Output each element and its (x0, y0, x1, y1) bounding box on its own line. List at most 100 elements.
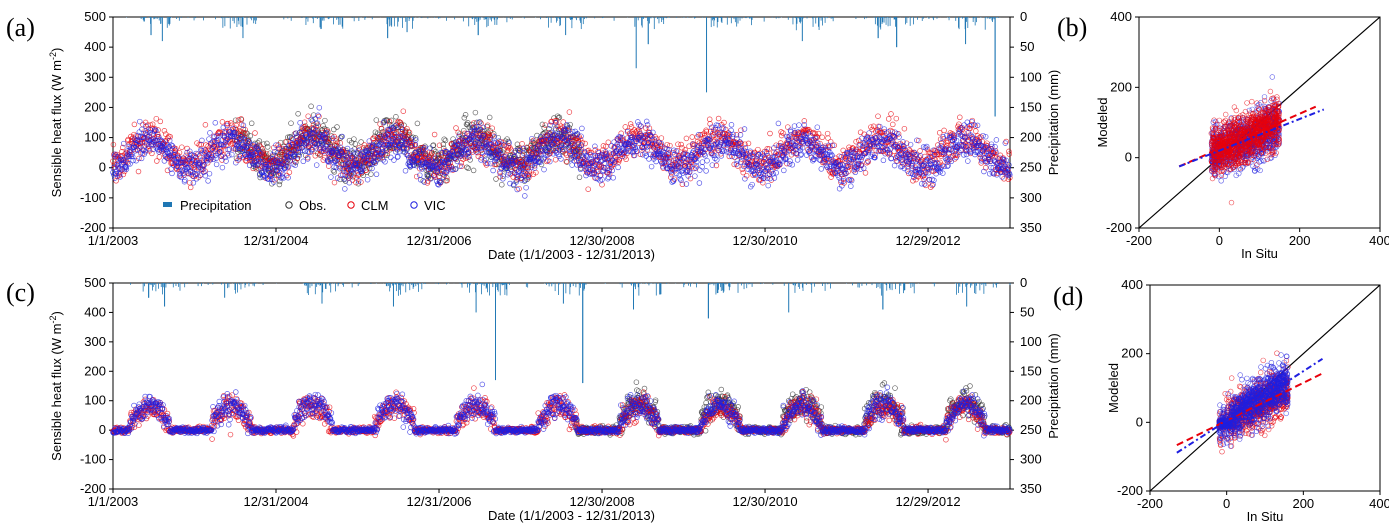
data-point (363, 167, 369, 173)
x-axis-label: Date (1/1/2003 - 12/31/2013) (488, 247, 655, 262)
data-point (508, 147, 515, 153)
data-point (252, 130, 258, 136)
data-point (699, 164, 705, 170)
data-point (603, 143, 609, 150)
data-point (610, 175, 616, 181)
x-tick-label: 12/30/2008 (569, 233, 634, 248)
data-point (901, 125, 908, 132)
data-point (411, 142, 418, 149)
data-point (154, 158, 160, 164)
data-point (848, 183, 854, 189)
y2-tick-label: 300 (1020, 190, 1042, 205)
data-point (499, 181, 505, 188)
data-point (243, 129, 249, 136)
data-point (305, 113, 311, 119)
data-point (352, 141, 359, 147)
data-point (429, 149, 435, 156)
data-point (219, 164, 226, 171)
data-point (472, 109, 479, 116)
data-point (243, 158, 250, 164)
data-point (402, 168, 409, 174)
y2-tick-label: 350 (1020, 220, 1042, 235)
data-point (248, 120, 255, 127)
data-point (328, 174, 334, 180)
data-point (697, 167, 703, 173)
data-point (368, 171, 374, 177)
data-point (364, 176, 371, 183)
data-point (436, 142, 443, 149)
data-point (232, 117, 239, 123)
y-tick-label: 0 (99, 160, 106, 175)
data-point (120, 144, 126, 151)
data-point (785, 124, 791, 130)
data-point (409, 142, 415, 148)
data-point (398, 121, 404, 128)
data-point (643, 125, 649, 131)
data-point (885, 116, 892, 122)
data-point (212, 120, 219, 126)
data-point (704, 157, 710, 164)
data-point (489, 125, 495, 131)
data-point (519, 141, 525, 147)
data-point (271, 176, 278, 183)
data-point (917, 148, 923, 154)
data-point (557, 123, 564, 129)
data-point (358, 139, 364, 145)
data-point (957, 114, 963, 121)
data-point (323, 136, 330, 142)
y-tick-label: 100 (84, 130, 106, 145)
data-point (818, 166, 825, 172)
data-point (560, 119, 566, 125)
data-point (173, 146, 179, 152)
data-point (238, 116, 244, 122)
data-point (206, 170, 213, 177)
data-point (295, 111, 301, 117)
series-vic-a (110, 104, 1013, 199)
data-point (781, 167, 787, 174)
data-point (453, 125, 459, 131)
data-point (601, 164, 607, 171)
data-point (623, 156, 629, 163)
data-point (627, 121, 634, 127)
data-point (569, 162, 575, 168)
data-point (703, 168, 709, 174)
data-point (524, 145, 531, 151)
data-point (498, 142, 505, 149)
data-point (256, 138, 263, 144)
data-point (857, 129, 864, 136)
data-point (297, 120, 303, 126)
data-point (552, 156, 559, 163)
data-point (275, 142, 281, 148)
data-point (153, 115, 160, 122)
data-point (417, 172, 423, 178)
x-tick-label: 12/31/2006 (406, 233, 471, 248)
data-point (414, 120, 421, 127)
data-point (484, 123, 490, 130)
data-point (455, 129, 461, 136)
data-point (493, 176, 499, 182)
y-tick-label: 500 (84, 9, 106, 24)
data-point (401, 122, 407, 129)
data-point (131, 121, 138, 128)
plot-frame-a (112, 16, 1011, 229)
data-point (475, 153, 482, 160)
data-point (438, 151, 445, 157)
data-point (373, 171, 380, 178)
data-point (615, 159, 622, 165)
x-tick-label: 12/29/2012 (896, 233, 961, 248)
y-tick-label: 200 (84, 99, 106, 114)
data-point (331, 179, 338, 186)
data-point (255, 149, 261, 155)
data-point (167, 133, 173, 140)
data-point (486, 114, 493, 121)
data-point (484, 122, 491, 128)
precipitation-series-a (125, 17, 1001, 117)
y2-tick-label: 0 (1020, 9, 1027, 24)
data-point (910, 178, 916, 184)
data-point (163, 138, 169, 145)
data-point (875, 113, 881, 119)
data-point (441, 136, 447, 142)
data-point (796, 122, 802, 128)
data-point (563, 152, 570, 158)
